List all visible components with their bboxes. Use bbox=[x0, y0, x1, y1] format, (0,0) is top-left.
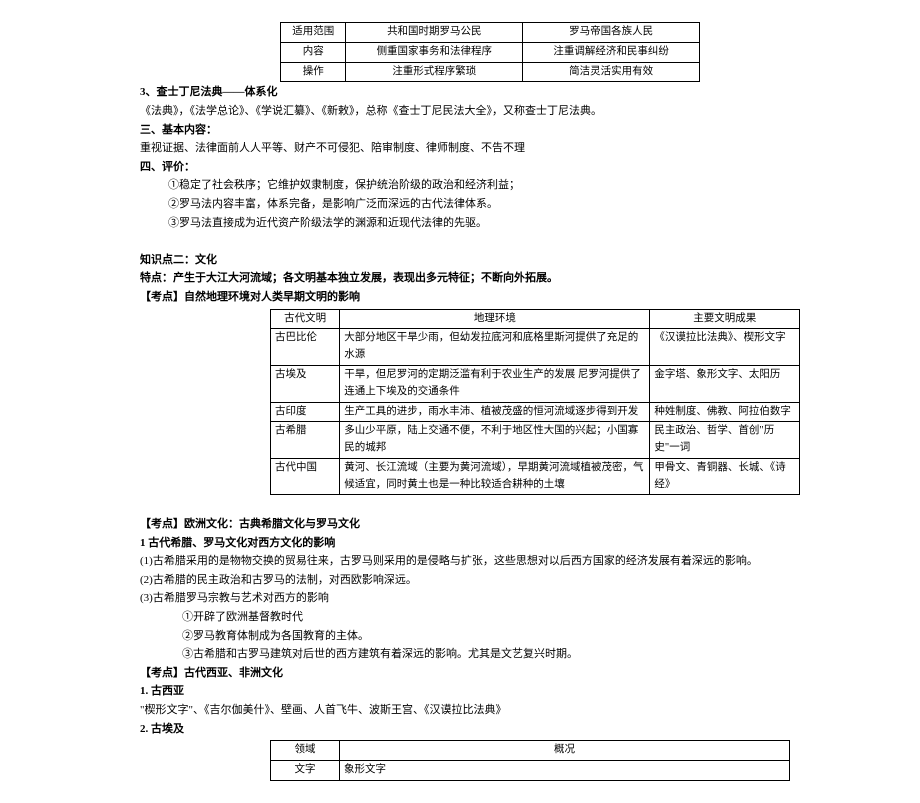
feature-label: 特点： bbox=[140, 272, 173, 284]
asia-line1: "楔形文字"、《吉尔伽美什》、壁画、人首飞牛、波斯王宫、《汉谟拉比法典》 bbox=[140, 702, 780, 720]
table-row: 古埃及 干旱，但尼罗河的定期泛滥有利于农业生产的发展 尼罗河提供了连通上下埃及的… bbox=[271, 365, 800, 402]
cell: 民主政治、哲学、首创"历史"一词 bbox=[650, 422, 800, 459]
cell: 简洁灵活实用有效 bbox=[523, 62, 700, 82]
top-comparison-table: 适用范围 共和国时期罗马公民 罗马帝国各族人民 内容 侧重国家事务和法律程序 注… bbox=[280, 22, 700, 82]
table-row: 内容 侧重国家事务和法律程序 注重调解经济和民事纠纷 bbox=[281, 42, 700, 62]
table-row: 操作 注重形式程序繁琐 简洁灵活实用有效 bbox=[281, 62, 700, 82]
euro-exam-title: 欧洲文化：古典希腊文化与罗马文化 bbox=[184, 518, 360, 530]
section-san-content: 重视证据、法律面前人人平等、财产不可侵犯、陪审制度、律师制度、不告不理 bbox=[140, 140, 780, 158]
civilization-table: 古代文明 地理环境 主要文明成果 古巴比伦 大部分地区干旱少雨，但幼发拉底河和底… bbox=[270, 309, 800, 496]
header-cell: 地理环境 bbox=[340, 309, 650, 329]
cell: 注重形式程序繁琐 bbox=[346, 62, 523, 82]
cell: 黄河、长江流域（主要为黄河流域），早期黄河流域植被茂密，气候适宜，同时黄土也是一… bbox=[340, 458, 650, 495]
euro-item: (2)古希腊的民主政治和古罗马的法制，对西欧影响深远。 bbox=[140, 572, 780, 590]
cell: 古印度 bbox=[271, 402, 340, 422]
cell: 罗马帝国各族人民 bbox=[523, 23, 700, 43]
cell: 《汉谟拉比法典》、楔形文字 bbox=[650, 329, 800, 366]
cell: 注重调解经济和民事纠纷 bbox=[523, 42, 700, 62]
section-san-title: 三、基本内容： bbox=[140, 122, 780, 140]
cell: 古埃及 bbox=[271, 365, 340, 402]
knowledge-point-2-title: 知识点二：文化 bbox=[140, 252, 780, 270]
cell: 种姓制度、佛教、阿拉伯数字 bbox=[650, 402, 800, 422]
euro-item: (1)古希腊采用的是物物交换的贸易往来，古罗马则采用的是侵略与扩张，这些思想对以… bbox=[140, 553, 780, 571]
table-header-row: 古代文明 地理环境 主要文明成果 bbox=[271, 309, 800, 329]
exam-text: 自然地理环境对人类早期文明的影响 bbox=[184, 291, 360, 303]
euro-subitem: ①开辟了欧洲基督教时代 bbox=[182, 609, 780, 627]
cell: 侧重国家事务和法律程序 bbox=[346, 42, 523, 62]
table-row: 古希腊 多山少平原，陆上交通不便，不利于地区性大国的兴起；小国寡民的城邦 民主政… bbox=[271, 422, 800, 459]
cell: 适用范围 bbox=[281, 23, 346, 43]
table-row: 适用范围 共和国时期罗马公民 罗马帝国各族人民 bbox=[281, 23, 700, 43]
section-3-content: 《法典》，《法学总论》、《学说汇纂》、《新敕》，总称《查士丁尼民法大全》，又称查… bbox=[140, 103, 780, 121]
cell: 生产工具的进步，雨水丰沛、植被茂盛的恒河流域逐步得到开发 bbox=[340, 402, 650, 422]
euro-sub1: 1 古代希腊、罗马文化对西方文化的影响 bbox=[140, 535, 780, 553]
euro-subitem: ③古希腊和古罗马建筑对后世的西方建筑有着深远的影响。尤其是文艺复兴时期。 bbox=[182, 646, 780, 664]
cell: 古代中国 bbox=[271, 458, 340, 495]
table-row: 古印度 生产工具的进步，雨水丰沛、植被茂盛的恒河流域逐步得到开发 种姓制度、佛教… bbox=[271, 402, 800, 422]
euro-exam-line: 【考点】欧洲文化：古典希腊文化与罗马文化 bbox=[140, 516, 780, 534]
section-si-title: 四、评价： bbox=[140, 159, 780, 177]
exam-label: 【考点】 bbox=[140, 667, 184, 679]
asia-h2: 2. 古埃及 bbox=[140, 721, 780, 739]
cell: 象形文字 bbox=[340, 761, 790, 781]
evaluation-item: ③罗马法直接成为近代资产阶级法学的渊源和近现代法律的先驱。 bbox=[168, 215, 780, 233]
exam-point-line: 【考点】自然地理环境对人类早期文明的影响 bbox=[140, 289, 780, 307]
asia-h1: 1. 古西亚 bbox=[140, 683, 780, 701]
cell: 古巴比伦 bbox=[271, 329, 340, 366]
evaluation-item: ②罗马法内容丰富，体系完备，是影响广泛而深远的古代法律体系。 bbox=[168, 196, 780, 214]
asia-exam-line: 【考点】古代西亚、非洲文化 bbox=[140, 665, 780, 683]
euro-subitem: ②罗马教育体制成为各国教育的主体。 bbox=[182, 628, 780, 646]
header-cell: 主要文明成果 bbox=[650, 309, 800, 329]
egypt-table: 领域 概况 文字 象形文字 bbox=[270, 740, 790, 781]
cell: 甲骨文、青铜器、长城、《诗经》 bbox=[650, 458, 800, 495]
asia-exam-title: 古代西亚、非洲文化 bbox=[184, 667, 283, 679]
cell: 大部分地区干旱少雨，但幼发拉底河和底格里斯河提供了充足的水源 bbox=[340, 329, 650, 366]
euro-item: (3)古希腊罗马宗教与艺术对西方的影响 bbox=[140, 590, 780, 608]
cell: 干旱，但尼罗河的定期泛滥有利于农业生产的发展 尼罗河提供了连通上下埃及的交通条件 bbox=[340, 365, 650, 402]
exam-label: 【考点】 bbox=[140, 518, 184, 530]
cell: 文字 bbox=[271, 761, 340, 781]
header-cell: 领域 bbox=[271, 741, 340, 761]
header-cell: 古代文明 bbox=[271, 309, 340, 329]
cell: 内容 bbox=[281, 42, 346, 62]
table-row: 文字 象形文字 bbox=[271, 761, 790, 781]
header-cell: 概况 bbox=[340, 741, 790, 761]
exam-label: 【考点】 bbox=[140, 291, 184, 303]
table-row: 古巴比伦 大部分地区干旱少雨，但幼发拉底河和底格里斯河提供了充足的水源 《汉谟拉… bbox=[271, 329, 800, 366]
cell: 操作 bbox=[281, 62, 346, 82]
table-header-row: 领域 概况 bbox=[271, 741, 790, 761]
feature-text: 产生于大江大河流域；各文明基本独立发展，表现出多元特征；不断向外拓展。 bbox=[173, 272, 558, 284]
cell: 多山少平原，陆上交通不便，不利于地区性大国的兴起；小国寡民的城邦 bbox=[340, 422, 650, 459]
cell: 金字塔、象形文字、太阳历 bbox=[650, 365, 800, 402]
section-3-title: 3、查士丁尼法典——体系化 bbox=[140, 84, 780, 102]
cell: 共和国时期罗马公民 bbox=[346, 23, 523, 43]
feature-line: 特点：产生于大江大河流域；各文明基本独立发展，表现出多元特征；不断向外拓展。 bbox=[140, 270, 780, 288]
table-row: 古代中国 黄河、长江流域（主要为黄河流域），早期黄河流域植被茂密，气候适宜，同时… bbox=[271, 458, 800, 495]
cell: 古希腊 bbox=[271, 422, 340, 459]
evaluation-item: ①稳定了社会秩序；它维护奴隶制度，保护统治阶级的政治和经济利益； bbox=[168, 177, 780, 195]
